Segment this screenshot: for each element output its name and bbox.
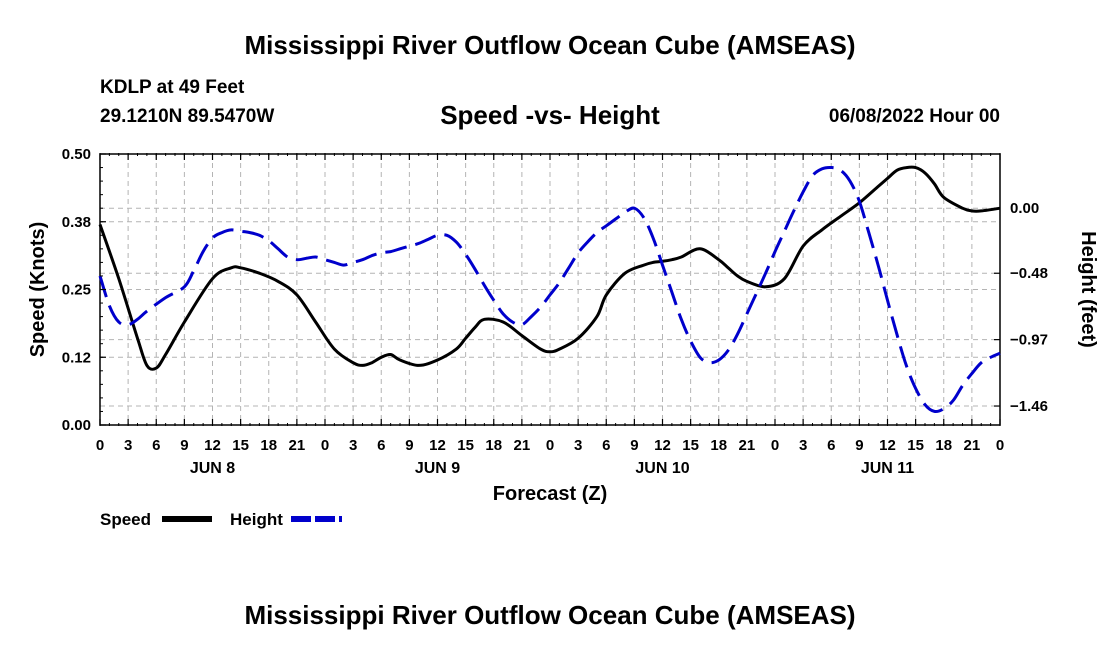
x-tick-label: 3 — [349, 437, 357, 454]
series-line-height — [98, 165, 1001, 414]
y-left-tick-label: 0.50 — [62, 146, 91, 163]
x-tick-label: 0 — [321, 437, 329, 454]
x-tick-label: 3 — [574, 437, 582, 454]
x-tick-label: 6 — [602, 437, 610, 454]
series-layer — [98, 165, 1001, 414]
day-label: JUN 11 — [861, 460, 914, 477]
x-tick-label: 9 — [855, 437, 863, 454]
axes: 0 3 6 9 12 15 18 21 0 3 6 9 12 15 18 21 0 3 6 9 12 15 18 21 0 3 6 9… — [27, 146, 1099, 505]
coordinates-label: 29.1210N 89.5470W — [100, 106, 275, 127]
series-line-speed — [98, 165, 1001, 371]
y-right-tick-label: −0.97 — [1010, 332, 1048, 349]
day-label: JUN 8 — [190, 460, 235, 477]
grid — [100, 154, 1000, 425]
chart-subtitle: Speed -vs- Height — [440, 100, 660, 130]
x-tick-label: 6 — [377, 437, 385, 454]
x-tick-label: 9 — [180, 437, 188, 454]
day-label: JUN 9 — [415, 460, 460, 477]
x-tick-label: 21 — [739, 437, 756, 454]
chart-title: Mississippi River Outflow Ocean Cube (AM… — [244, 30, 856, 60]
y-left-tick-label: 0.25 — [62, 282, 91, 299]
x-tick-label: 21 — [514, 437, 531, 454]
x-tick-label: 9 — [405, 437, 413, 454]
x-tick-label: 15 — [457, 437, 474, 454]
x-tick-label: 18 — [710, 437, 727, 454]
x-tick-label: 6 — [827, 437, 835, 454]
x-tick-label: 6 — [152, 437, 160, 454]
x-axis-title: Forecast (Z) — [493, 483, 607, 505]
chart-title-repeat: Mississippi River Outflow Ocean Cube (AM… — [244, 600, 856, 630]
x-tick-label: 15 — [232, 437, 249, 454]
x-tick-label: 12 — [429, 437, 446, 454]
x-tick-label: 0 — [546, 437, 554, 454]
x-tick-label: 3 — [799, 437, 807, 454]
x-tick-label: 18 — [260, 437, 277, 454]
x-tick-label: 0 — [96, 437, 104, 454]
y-left-tick-label: 0.00 — [62, 417, 91, 434]
x-tick-label: 15 — [907, 437, 924, 454]
x-tick-label: 15 — [682, 437, 699, 454]
x-tick-label: 18 — [485, 437, 502, 454]
y-left-axis-title: Speed (Knots) — [27, 222, 49, 358]
datetime-label: 06/08/2022 Hour 00 — [828, 106, 1000, 127]
y-right-tick-label: −1.46 — [1010, 398, 1048, 415]
x-tick-label: 9 — [630, 437, 638, 454]
station-label: KDLP at 49 Feet — [100, 77, 245, 98]
legend-label-height: Height — [230, 510, 283, 529]
x-tick-label: 21 — [964, 437, 981, 454]
x-tick-label: 12 — [654, 437, 671, 454]
legend: Speed Height — [100, 510, 342, 529]
x-tick-label: 12 — [204, 437, 221, 454]
legend-label-speed: Speed — [100, 510, 151, 529]
x-tick-label: 18 — [935, 437, 952, 454]
x-tick-label: 0 — [996, 437, 1004, 454]
y-right-tick-label: −0.48 — [1010, 265, 1048, 282]
x-tick-label: 12 — [879, 437, 896, 454]
y-left-tick-label: 0.38 — [62, 214, 91, 231]
x-tick-label: 21 — [289, 437, 306, 454]
y-right-tick-label: 0.00 — [1010, 200, 1039, 217]
x-tick-label: 3 — [124, 437, 132, 454]
y-left-tick-label: 0.12 — [62, 349, 91, 366]
x-tick-label: 0 — [771, 437, 779, 454]
day-label: JUN 10 — [635, 460, 689, 477]
y-right-axis-title: Height (feet) — [1077, 231, 1099, 348]
